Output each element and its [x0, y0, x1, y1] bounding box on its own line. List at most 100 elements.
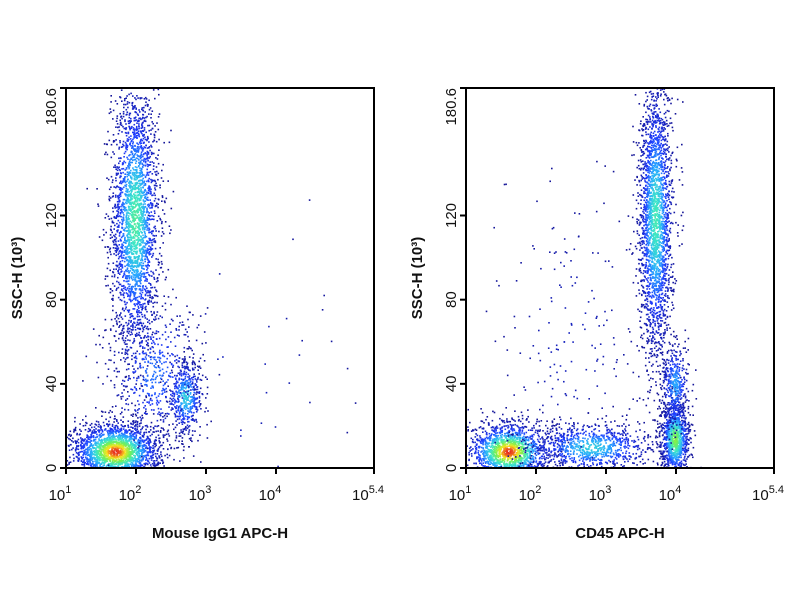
data-point — [136, 273, 139, 276]
data-point — [147, 348, 149, 351]
data-point — [103, 461, 105, 464]
data-point — [104, 459, 107, 462]
data-point — [158, 455, 160, 457]
data-point — [120, 172, 122, 175]
data-point — [110, 433, 112, 435]
data-point — [112, 210, 114, 213]
data-point — [140, 235, 142, 237]
data-point — [117, 427, 119, 430]
data-point — [154, 301, 156, 304]
data-point — [100, 427, 102, 430]
data-point — [125, 303, 127, 306]
data-point — [148, 141, 150, 143]
data-point — [148, 231, 150, 233]
data-point — [110, 143, 113, 146]
data-point — [114, 249, 117, 252]
data-point — [150, 129, 152, 131]
data-point — [143, 449, 145, 451]
data-point — [184, 382, 187, 385]
data-point — [142, 456, 145, 459]
data-point — [134, 206, 137, 208]
data-point — [133, 175, 136, 178]
data-point — [152, 449, 154, 452]
data-point — [160, 453, 162, 456]
data-point — [150, 190, 152, 193]
data-point — [136, 430, 138, 433]
data-point — [155, 294, 158, 297]
data-point — [145, 219, 147, 222]
data-point — [133, 250, 135, 253]
data-point — [156, 301, 158, 304]
data-point — [83, 459, 85, 461]
data-point — [119, 446, 122, 449]
data-point — [185, 398, 187, 400]
data-point — [124, 131, 127, 134]
data-point — [173, 428, 175, 431]
data-point — [88, 441, 90, 443]
data-point — [116, 210, 118, 212]
data-point — [125, 212, 128, 214]
data-point — [131, 433, 134, 436]
data-point — [186, 427, 189, 430]
data-point — [175, 391, 177, 393]
data-point — [129, 143, 131, 145]
data-point — [138, 191, 140, 193]
data-point — [122, 180, 124, 183]
data-point — [179, 372, 181, 374]
data-point — [129, 377, 131, 380]
data-point — [132, 213, 134, 216]
data-point — [102, 459, 104, 462]
data-point — [91, 445, 94, 447]
data-point — [146, 147, 149, 149]
data-point — [97, 443, 100, 445]
data-point — [142, 449, 144, 452]
data-point — [127, 120, 130, 122]
data-point — [157, 395, 160, 397]
data-point — [198, 395, 201, 398]
data-point — [135, 247, 138, 250]
data-point — [149, 237, 151, 240]
data-point — [140, 145, 143, 147]
data-point — [82, 447, 85, 450]
data-point — [160, 451, 162, 453]
data-point — [69, 430, 72, 433]
data-point — [188, 429, 191, 431]
data-point — [118, 268, 120, 271]
data-point — [120, 157, 122, 160]
data-point — [134, 198, 137, 201]
data-point — [103, 459, 105, 461]
data-point — [111, 221, 114, 224]
data-point — [119, 461, 121, 464]
data-point — [117, 240, 120, 242]
data-point — [89, 441, 91, 444]
data-point — [125, 167, 128, 169]
data-point — [122, 212, 124, 214]
data-point — [88, 463, 90, 466]
data-point — [111, 463, 113, 465]
data-point — [108, 459, 111, 462]
data-point — [143, 272, 146, 275]
data-point — [179, 369, 182, 372]
data-point — [134, 191, 137, 194]
data-point — [194, 383, 197, 385]
data-point — [128, 101, 131, 104]
data-point — [145, 157, 148, 160]
data-point — [148, 180, 150, 183]
data-point — [186, 397, 188, 399]
data-point — [122, 454, 124, 457]
data-point — [159, 419, 162, 421]
data-point — [154, 180, 157, 183]
data-point — [170, 369, 173, 372]
data-point — [132, 141, 134, 143]
data-point — [151, 239, 153, 242]
data-point — [127, 280, 129, 282]
data-point — [137, 285, 139, 287]
data-point — [175, 401, 178, 403]
data-point — [132, 146, 134, 148]
data-point — [131, 228, 133, 231]
data-point — [146, 180, 148, 183]
data-point — [86, 444, 88, 447]
data-point — [122, 216, 125, 218]
data-point — [127, 200, 129, 202]
data-point — [149, 231, 152, 234]
